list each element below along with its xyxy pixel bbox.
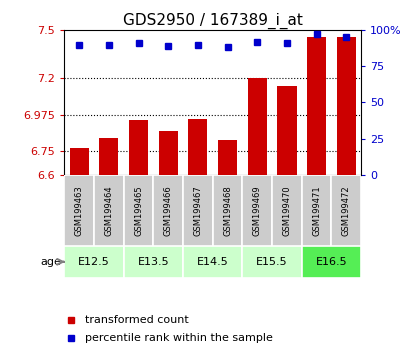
Text: transformed count: transformed count	[85, 315, 188, 325]
Bar	[218, 139, 237, 175]
Bar	[213, 175, 242, 246]
Text: GSM199470: GSM199470	[282, 185, 291, 236]
Bar	[302, 246, 361, 278]
Text: GSM199466: GSM199466	[164, 185, 173, 236]
Title: GDS2950 / 167389_i_at: GDS2950 / 167389_i_at	[123, 12, 303, 29]
Bar	[183, 246, 242, 278]
Bar	[248, 78, 267, 175]
Text: GSM199468: GSM199468	[223, 185, 232, 236]
Bar	[307, 36, 326, 175]
Bar	[129, 120, 148, 175]
Bar	[124, 246, 183, 278]
Bar	[337, 36, 356, 175]
Text: E15.5: E15.5	[256, 257, 288, 267]
Bar	[154, 175, 183, 246]
Bar	[272, 175, 302, 246]
Text: GSM199465: GSM199465	[134, 185, 143, 236]
Text: E14.5: E14.5	[197, 257, 229, 267]
Bar	[242, 175, 272, 246]
Text: percentile rank within the sample: percentile rank within the sample	[85, 333, 273, 343]
Bar	[242, 246, 302, 278]
Text: GSM199471: GSM199471	[312, 185, 321, 236]
Bar	[70, 148, 89, 175]
Text: E13.5: E13.5	[137, 257, 169, 267]
Bar	[183, 175, 213, 246]
Text: GSM199467: GSM199467	[193, 185, 203, 236]
Text: GSM199472: GSM199472	[342, 185, 351, 236]
Bar	[94, 175, 124, 246]
Text: age: age	[40, 257, 61, 267]
Bar	[188, 119, 208, 175]
Bar	[64, 175, 94, 246]
Bar	[302, 175, 332, 246]
Bar	[99, 138, 118, 175]
Bar	[159, 131, 178, 175]
Text: E12.5: E12.5	[78, 257, 110, 267]
Bar	[64, 246, 124, 278]
Text: GSM199469: GSM199469	[253, 185, 262, 236]
Text: E16.5: E16.5	[315, 257, 347, 267]
Text: GSM199464: GSM199464	[104, 185, 113, 236]
Bar	[124, 175, 154, 246]
Text: GSM199463: GSM199463	[75, 185, 84, 236]
Bar	[332, 175, 361, 246]
Bar	[277, 86, 296, 175]
